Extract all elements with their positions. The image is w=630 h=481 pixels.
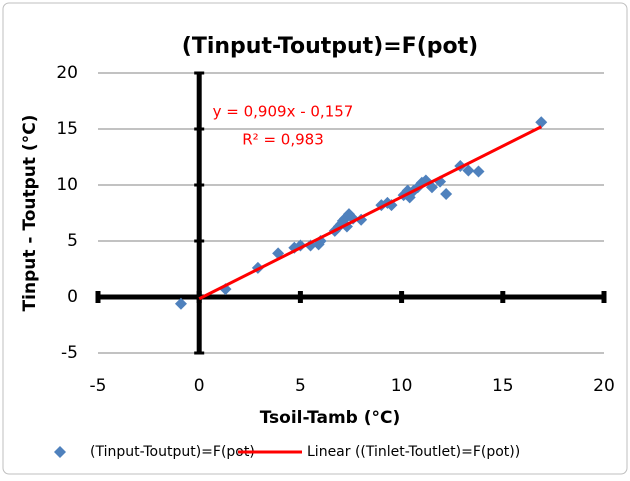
y-tick-label: 10 (56, 175, 78, 195)
annotation: R² = 0,983 (242, 131, 323, 149)
trendline (198, 125, 542, 301)
y-tick-label: 5 (67, 231, 78, 251)
chart-frame (2, 2, 628, 475)
marker (535, 116, 548, 129)
y-tick-label: 0 (67, 287, 78, 307)
x-tick-label: 20 (593, 376, 615, 396)
legend-label: Linear ((Tinlet-Toutlet)=F(pot)) (307, 444, 520, 460)
chart-title: (Tinput-Toutput)=F(pot) (182, 34, 478, 59)
y-tick-label: 15 (56, 119, 78, 139)
marker (440, 187, 453, 200)
legend-label: (Tinput-Toutput)=F(pot) (90, 444, 255, 460)
x-tick-label: -5 (90, 376, 107, 396)
y-axis-label: Tinput - Toutput (°C) (20, 115, 40, 312)
marker (174, 297, 187, 310)
legend-marker (54, 446, 66, 458)
x-tick-label: 10 (391, 376, 413, 396)
marker (462, 164, 475, 177)
x-tick-label: 5 (295, 376, 306, 396)
x-axis-label: Tsoil-Tamb (°C) (260, 408, 401, 428)
y-tick-label: 20 (56, 63, 78, 83)
x-tick-label: 0 (194, 376, 205, 396)
annotation: y = 0,909x - 0,157 (213, 103, 354, 121)
marker (472, 165, 485, 178)
y-tick-label: -5 (61, 343, 78, 363)
x-tick-label: 15 (492, 376, 514, 396)
